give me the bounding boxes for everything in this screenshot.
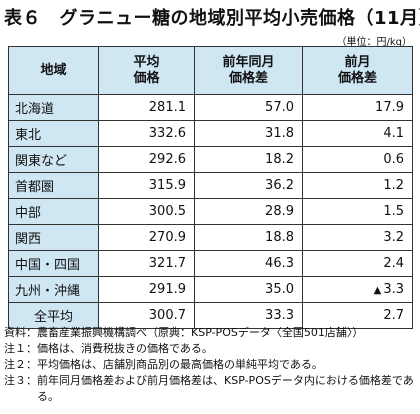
cell-yoy-diff: 35.0 — [194, 276, 303, 303]
cell-yoy-diff: 18.2 — [194, 146, 303, 173]
cell-price: 332.6 — [98, 120, 195, 147]
cell-mom-diff: ▲ 3.3 — [302, 276, 413, 303]
table-row: 中国・四国 321.7 46.3 2.4 — [8, 250, 413, 277]
cell-price: 270.9 — [98, 224, 195, 251]
negative-triangle: ▲ — [373, 285, 382, 296]
cell-yoy-diff: 57.0 — [194, 94, 303, 121]
table-row: 東北 332.6 31.8 4.1 — [8, 120, 413, 147]
table-row: 九州・沖縄 291.9 35.0 ▲ 3.3 — [8, 276, 413, 303]
header-mom-diff: 前月 価格差 — [302, 46, 413, 95]
cell-yoy-diff: 18.8 — [194, 224, 303, 251]
table-header-row: 地域 平均 価格 前年同月 価格差 前月 価格差 — [8, 46, 413, 95]
cell-price: 292.6 — [98, 146, 195, 173]
cell-price: 315.9 — [98, 172, 195, 199]
header-region: 地域 — [8, 46, 99, 95]
table-row: 関東など 292.6 18.2 0.6 — [8, 146, 413, 173]
cell-mom-diff: 4.1 — [302, 120, 413, 147]
cell-region: 中部 — [8, 198, 99, 225]
header-price: 平均 価格 — [98, 46, 195, 95]
cell-region-total: 全平均 — [8, 302, 99, 329]
cell-region: 関西 — [8, 224, 99, 251]
cell-region: 首都圏 — [8, 172, 99, 199]
table-row: 首都圏 315.9 36.2 1.2 — [8, 172, 413, 199]
cell-region: 九州・沖縄 — [8, 276, 99, 303]
notes-section: 資料： 農畜産業振興機構調べ（原典：KSP-POSデータ〈全国501店舗〉） 注… — [4, 325, 416, 405]
cell-price: 300.5 — [98, 198, 195, 225]
note-1: 注１： 価格は、消費税抜きの価格である。 — [4, 342, 213, 355]
table-title: 表６ グラニュー糖の地域別平均小売価格（11月） — [4, 8, 420, 29]
cell-region: 東北 — [8, 120, 99, 147]
note-3: 注３： 前年同月価格差および前月価格差は、KSP-POSデータ内における価格差で… — [4, 374, 414, 403]
header-yoy-diff: 前年同月 価格差 — [194, 46, 303, 95]
cell-mom-diff: 17.9 — [302, 94, 413, 121]
table-row: 関西 270.9 18.8 3.2 — [8, 224, 413, 251]
price-table: 地域 平均 価格 前年同月 価格差 前月 価格差 北海道 281.1 57.0 17.… — [8, 46, 413, 329]
unit-label: （単位：円/kg） — [336, 37, 412, 48]
cell-region: 北海道 — [8, 94, 99, 121]
cell-mom-diff: 1.2 — [302, 172, 413, 199]
cell-yoy-diff: 28.9 — [194, 198, 303, 225]
table-total-row: 全平均 300.7 33.3 2.7 — [8, 302, 413, 329]
cell-mom-diff: 3.2 — [302, 224, 413, 251]
table-row: 中部 300.5 28.9 1.5 — [8, 198, 413, 225]
cell-mom-diff: 1.5 — [302, 198, 413, 225]
cell-price: 281.1 — [98, 94, 195, 121]
note-source: 資料： 農畜産業振興機構調べ（原典：KSP-POSデータ〈全国501店舗〉） — [4, 326, 364, 339]
cell-price-total: 300.7 — [98, 302, 195, 329]
cell-price: 321.7 — [98, 250, 195, 277]
table-row: 北海道 281.1 57.0 17.9 — [8, 94, 413, 121]
cell-mom-diff-total: 2.7 — [302, 302, 413, 329]
cell-mom-diff: 2.4 — [302, 250, 413, 277]
cell-yoy-diff: 46.3 — [194, 250, 303, 277]
note-2: 注２： 平均価格は、店舗別商品別の最高価格の単純平均である。 — [4, 358, 323, 371]
cell-yoy-diff: 36.2 — [194, 172, 303, 199]
cell-region: 中国・四国 — [8, 250, 99, 277]
cell-yoy-diff-total: 33.3 — [194, 302, 303, 329]
cell-price: 291.9 — [98, 276, 195, 303]
cell-mom-diff: 0.6 — [302, 146, 413, 173]
cell-yoy-diff: 31.8 — [194, 120, 303, 147]
cell-region: 関東など — [8, 146, 99, 173]
